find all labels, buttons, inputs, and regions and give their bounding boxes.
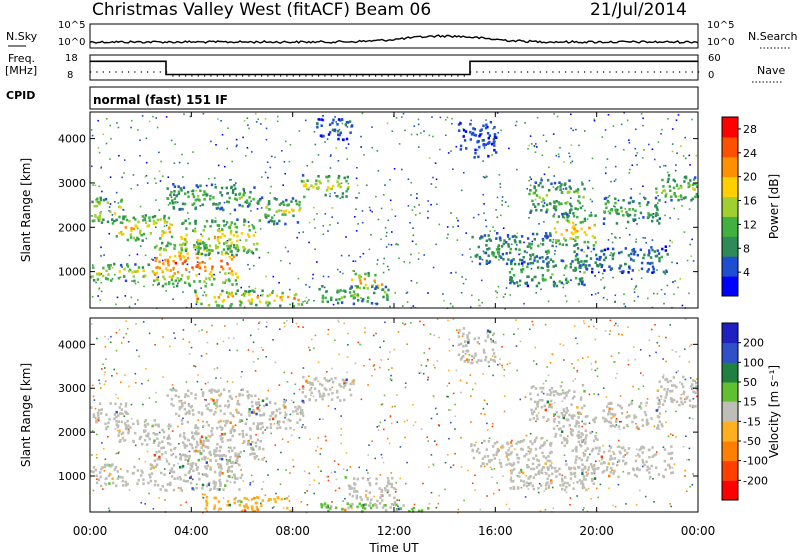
velocity-frame — [89, 317, 699, 513]
velocity-colorbar-seg-5 — [722, 382, 738, 403]
freq-tick-bottom: 8 — [67, 70, 74, 81]
freq-tick-top: 18 — [65, 53, 78, 64]
velocity-ytick-label-2: 3000 — [58, 382, 86, 395]
power-ylabel: Slant Range [km] — [19, 158, 33, 262]
velocity-colorbar-frame — [721, 322, 739, 501]
nsky-label: N.Sky — [6, 30, 38, 43]
nsearch-tick-top: 10^5 — [707, 20, 735, 31]
velocity-colorbar-seg-3 — [722, 421, 738, 442]
nave-tick-top: 60 — [708, 53, 721, 64]
velocity-colorbar-label: Velocity [m s⁻¹] — [767, 365, 781, 458]
xtick-label-2: 08:00 — [275, 524, 310, 538]
power-colorbar-seg-6 — [722, 156, 738, 178]
velocity-cbtick-label-2: 50 — [743, 376, 757, 389]
power-colorbar-label: Power [dB] — [767, 174, 781, 239]
xtick-label-4: 16:00 — [478, 524, 513, 538]
velocity-colorbar-seg-7 — [722, 342, 738, 363]
velocity-colorbar-gs — [722, 401, 738, 422]
velocity-colorbar-seg-1 — [722, 460, 738, 481]
cpid-label: CPID — [6, 89, 36, 102]
freq-line — [90, 60, 698, 76]
power-cbtick-label-1: 8 — [743, 242, 750, 255]
freq-panel — [89, 54, 699, 81]
velocity-cbtick-label-7: -200 — [743, 474, 768, 487]
power-heatmap — [90, 112, 699, 310]
power-colorbar-seg-0 — [722, 276, 738, 297]
nave-dots — [90, 71, 700, 77]
power-ytick-label-3: 4000 — [58, 133, 86, 146]
beam-label: Beam 06 — [355, 0, 432, 20]
date-label: 21/Jul/2014 — [590, 0, 687, 20]
power-colorbar-seg-5 — [722, 176, 738, 198]
power-cbtick-label-5: 24 — [743, 147, 757, 160]
velocity-heatmap — [90, 318, 699, 514]
velocity-cbtick-label-4: -15 — [743, 415, 761, 428]
freq-unit: [MHz] — [5, 64, 38, 77]
velocity-cbtick-label-6: -100 — [743, 455, 768, 468]
power-colorbar-seg-3 — [722, 216, 738, 237]
velocity-cbtick-label-5: -50 — [743, 435, 761, 448]
velocity-ytick-label-0: 1000 — [58, 470, 86, 483]
nsky-panel — [89, 23, 699, 49]
power-cbtick-label-3: 16 — [743, 195, 757, 208]
freq-label: Freq. — [8, 52, 36, 65]
power-colorbar-seg-8 — [722, 117, 738, 138]
power-cbtick-label-6: 28 — [743, 123, 757, 136]
nsky-tick-bottom: 10^0 — [58, 37, 86, 48]
xtick-label-3: 12:00 — [377, 524, 412, 538]
xtick-label-6: 00:00 — [681, 524, 716, 538]
velocity-colorbar-seg-6 — [722, 362, 738, 383]
station-title: Christmas Valley West (fitACF) — [92, 0, 351, 20]
nsky-line — [89, 34, 699, 44]
power-colorbar-seg-7 — [722, 136, 738, 158]
velocity-cbtick-label-3: 15 — [743, 396, 757, 409]
power-cbtick-label-2: 12 — [743, 218, 757, 231]
cpid-panel — [89, 86, 699, 110]
cpid-value: normal (fast) 151 IF — [93, 93, 228, 107]
xtick-label-5: 20:00 — [579, 524, 614, 538]
power-ytick-label-1: 2000 — [58, 221, 86, 234]
nsearch-tick-bottom: 10^0 — [707, 37, 735, 48]
xtick-label-0: 00:00 — [73, 524, 108, 538]
power-colorbar-seg-2 — [722, 236, 738, 257]
nave-label: Nave — [757, 64, 786, 77]
xaxis-label: Time UT — [368, 541, 419, 554]
nave-tick-bottom: 0 — [708, 70, 715, 81]
velocity-colorbar-seg-8 — [722, 323, 738, 344]
power-colorbar-seg-4 — [722, 196, 738, 217]
nsearch-label: N.Search — [748, 30, 798, 43]
power-cbtick-label-4: 20 — [743, 171, 757, 184]
nsky-tick-top: 10^5 — [58, 20, 86, 31]
velocity-ytick-label-3: 4000 — [58, 338, 86, 351]
velocity-ytick-label-1: 2000 — [58, 426, 86, 439]
velocity-cbtick-label-0: 200 — [743, 337, 764, 350]
velocity-colorbar-seg-0 — [722, 480, 738, 501]
power-colorbar-seg-1 — [722, 256, 738, 277]
velocity-ylabel: Slant Range [km] — [19, 363, 33, 467]
xtick-label-1: 04:00 — [174, 524, 209, 538]
power-ytick-label-2: 3000 — [58, 177, 86, 190]
power-colorbar-frame — [721, 116, 739, 297]
velocity-colorbar-seg-2 — [722, 441, 738, 462]
velocity-cbtick-label-1: 100 — [743, 356, 764, 369]
power-ytick-label-0: 1000 — [58, 266, 86, 279]
power-cbtick-label-0: 4 — [743, 266, 750, 279]
